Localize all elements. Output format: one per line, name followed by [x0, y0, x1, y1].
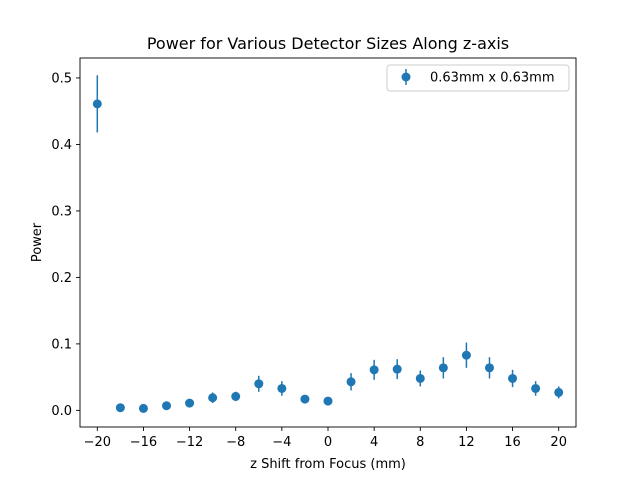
y-axis-label: Power [30, 222, 45, 262]
data-point [92, 99, 102, 109]
data-point [277, 383, 287, 393]
axis-ticks: −20 −16 −12 −8 −4 0 4 8 12 16 20 0.0 0.1 0.2 0.3 0.4 0.5 [51, 71, 567, 450]
legend-entry-label: 0.63mm x 0.63mm [430, 71, 555, 86]
x-tick-label: 20 [550, 435, 567, 450]
x-tick-label: −4 [272, 435, 291, 450]
x-tick-label: 0 [324, 435, 332, 450]
x-tick-label: −8 [226, 435, 245, 450]
y-tick-label: 0.3 [51, 204, 72, 219]
data-point [254, 379, 264, 389]
data-point [531, 383, 541, 393]
data-point [138, 403, 148, 413]
x-axis-label: z Shift from Focus (mm) [250, 457, 406, 472]
y-tick-label: 0.4 [51, 138, 72, 153]
x-tick-label: 12 [458, 435, 475, 450]
data-point [231, 391, 241, 401]
data-point [415, 373, 425, 383]
x-tick-label: 16 [504, 435, 521, 450]
data-point [115, 403, 125, 413]
data-point [208, 393, 218, 403]
data-point [369, 365, 379, 375]
x-tick-label: −12 [176, 435, 203, 450]
plot-marks [92, 75, 564, 413]
data-point [392, 364, 402, 374]
legend-marker-swatch [401, 72, 411, 82]
y-tick-label: 0.5 [51, 71, 72, 86]
data-point [300, 394, 310, 404]
y-tick-label: 0.1 [51, 337, 72, 352]
legend-box [386, 64, 570, 92]
x-tick-label: −20 [84, 435, 111, 450]
data-point [323, 396, 333, 406]
y-tick-label: 0.0 [51, 404, 72, 419]
x-tick-label: 4 [370, 435, 378, 450]
data-point [484, 363, 494, 373]
data-point [346, 377, 356, 387]
chart-title: Power for Various Detector Sizes Along z… [147, 34, 509, 53]
data-point [185, 398, 195, 408]
legend: 0.63mm x 0.63mm [386, 64, 570, 92]
y-tick-label: 0.2 [51, 271, 72, 286]
data-point [162, 401, 172, 411]
data-point [438, 363, 448, 373]
data-point [508, 373, 518, 383]
x-tick-label: 8 [416, 435, 424, 450]
data-point [461, 350, 471, 360]
x-tick-label: −16 [130, 435, 157, 450]
data-point [554, 387, 564, 397]
